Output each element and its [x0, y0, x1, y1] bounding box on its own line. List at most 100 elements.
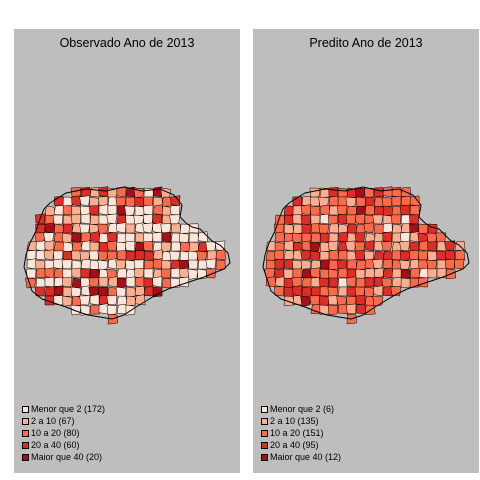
municipality-region	[319, 232, 330, 243]
municipality-region	[107, 276, 119, 288]
municipality-region	[53, 285, 64, 297]
legend-item: 20 a 40 (60)	[22, 439, 105, 451]
municipality-region	[134, 205, 145, 217]
state-outline	[262, 186, 470, 320]
municipality-region	[310, 214, 321, 225]
municipality-region	[152, 276, 163, 288]
legend-label: Menor que 2 (6)	[270, 404, 335, 414]
municipality-region	[88, 277, 100, 288]
municipality-region	[188, 259, 199, 270]
municipality-region	[188, 241, 199, 252]
legend-label: Maior que 40 (20)	[31, 452, 103, 462]
municipality-region	[98, 204, 109, 216]
municipality-region	[134, 267, 145, 279]
municipality-region	[373, 285, 384, 297]
municipality-region	[71, 232, 82, 243]
municipality-region	[142, 213, 154, 225]
municipality-region	[292, 205, 303, 216]
municipality-region	[88, 286, 100, 297]
municipality-region	[436, 250, 447, 261]
municipality-region	[445, 250, 456, 261]
choropleth-map	[262, 186, 470, 325]
municipality-region	[283, 240, 294, 252]
municipality-region	[355, 277, 367, 288]
municipality-region	[409, 204, 420, 216]
municipality-region	[328, 195, 339, 207]
municipality-region	[89, 241, 100, 252]
municipality-region	[382, 196, 393, 208]
municipality-region	[134, 250, 145, 261]
municipality-region	[169, 214, 181, 225]
legend-swatch	[22, 417, 29, 425]
municipality-region	[274, 258, 285, 270]
municipality-region	[62, 232, 73, 244]
municipality-region	[188, 232, 199, 243]
municipality-region	[391, 195, 402, 207]
municipality-region	[391, 214, 402, 225]
municipality-region	[89, 214, 101, 225]
municipality-region	[116, 232, 127, 244]
municipality-region	[372, 214, 384, 225]
municipality-region	[116, 250, 128, 261]
municipality-region	[134, 285, 146, 297]
municipality-region	[106, 304, 118, 316]
legend-label: 10 a 20 (151)	[270, 428, 324, 438]
municipality-region	[187, 250, 199, 262]
municipality-region	[300, 295, 312, 307]
municipality-region	[133, 259, 145, 270]
municipality-region	[143, 268, 154, 279]
municipality-region	[160, 259, 172, 271]
municipality-region	[337, 204, 348, 216]
municipality-region	[292, 232, 303, 244]
municipality-region	[372, 295, 384, 307]
municipality-region	[328, 277, 339, 288]
municipality-region	[391, 277, 403, 288]
municipality-region	[364, 258, 375, 270]
municipality-region	[143, 204, 154, 216]
municipality-region	[454, 258, 465, 270]
municipality-region	[71, 267, 82, 279]
municipality-region	[400, 232, 411, 243]
municipality-region	[80, 213, 91, 225]
municipality-region	[328, 223, 340, 234]
municipality-region	[382, 205, 394, 217]
panel-title: Predito Ano de 2013	[309, 36, 423, 50]
legend-item: 10 a 20 (80)	[22, 427, 105, 439]
municipality-region	[152, 232, 163, 243]
municipality-region	[125, 295, 137, 307]
municipality-region	[310, 277, 321, 288]
municipality-region	[417, 259, 429, 270]
municipality-region	[215, 259, 226, 270]
municipality-region	[62, 214, 73, 226]
municipality-region	[79, 295, 91, 306]
municipality-region	[337, 277, 349, 288]
municipality-region	[354, 241, 366, 252]
municipality-region	[309, 196, 321, 207]
municipality-region	[364, 204, 376, 216]
municipality-region	[44, 222, 56, 234]
municipality-region	[309, 187, 321, 198]
municipality-region	[283, 214, 295, 226]
municipality-region	[97, 223, 109, 234]
legend-swatch	[22, 405, 29, 413]
municipality-region	[382, 186, 393, 198]
municipality-region	[143, 241, 154, 252]
municipality-region	[391, 250, 402, 261]
municipality-region	[196, 250, 208, 262]
municipality-region	[160, 268, 172, 279]
municipality-region	[310, 286, 322, 297]
municipality-region	[309, 250, 321, 262]
municipality-region	[52, 258, 64, 270]
municipality-region	[61, 259, 73, 270]
municipality-region	[98, 186, 109, 198]
municipality-region	[400, 195, 412, 207]
municipality-region	[400, 277, 411, 289]
municipality-region	[26, 250, 37, 261]
municipality-region	[283, 249, 295, 261]
municipality-region	[106, 240, 118, 252]
legend-label: 2 a 10 (67)	[31, 416, 75, 426]
municipality-region	[80, 232, 91, 243]
municipality-region	[283, 268, 294, 279]
legend-item: Menor que 2 (6)	[261, 403, 341, 415]
municipality-region	[345, 214, 357, 225]
